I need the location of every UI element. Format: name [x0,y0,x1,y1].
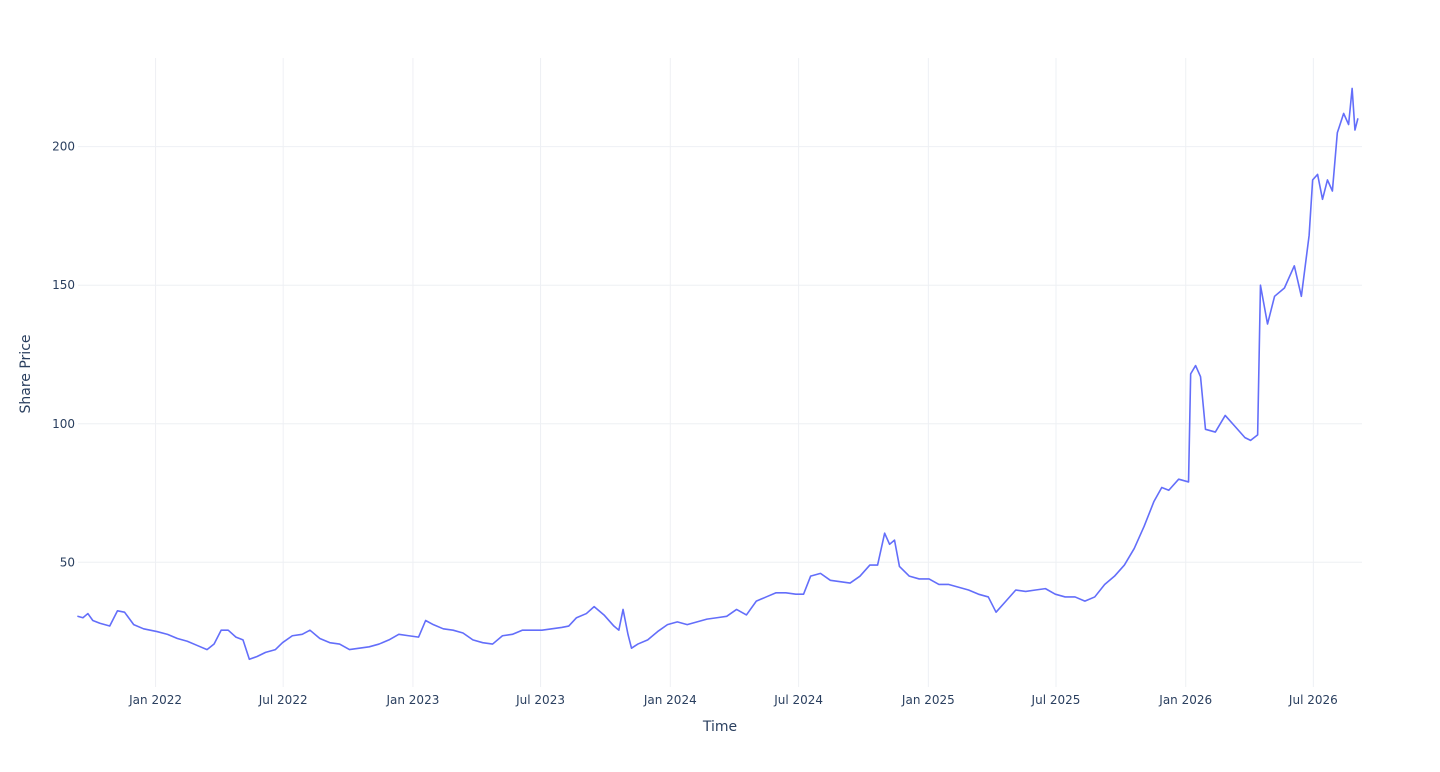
y-tick-label: 200 [52,140,75,154]
y-tick-label: 150 [52,278,75,292]
series-line [77,87,1359,661]
grid [78,58,1362,687]
y-tick-label: 100 [52,417,75,431]
series-layer [77,87,1359,661]
x-tick-label: Jan 2024 [643,693,697,707]
x-tick-label: Jan 2023 [385,693,439,707]
x-tick-label: Jul 2022 [258,693,308,707]
y-axis: 50 100 150 200 [52,140,75,570]
x-tick-label: Jul 2025 [1031,693,1081,707]
x-tick-label: Jan 2022 [128,693,182,707]
x-tick-label: Jul 2024 [773,693,823,707]
y-axis-title: Share Price [18,334,34,413]
x-tick-label: Jul 2026 [1288,693,1338,707]
y-tick-label: 50 [60,555,75,569]
x-tick-label: Jul 2023 [515,693,565,707]
x-tick-label: Jan 2026 [1158,693,1212,707]
x-axis: Jan 2022 Jul 2022 Jan 2023 Jul 2023 Jan 2024… [128,693,1338,707]
x-axis-title: Time [702,719,737,735]
x-tick-label: Jan 2025 [901,693,955,707]
